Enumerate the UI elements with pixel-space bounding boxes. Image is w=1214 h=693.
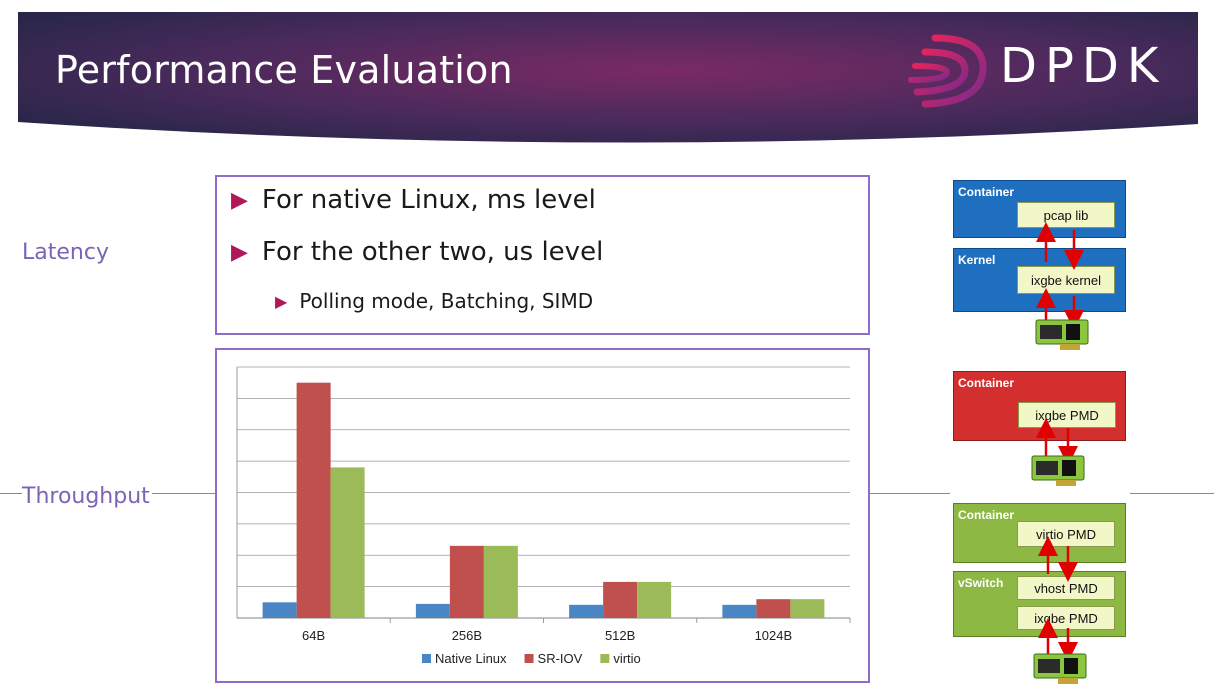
bullet-triangle-icon: ▶ <box>231 239 248 265</box>
legend-label: Native Linux <box>435 651 507 666</box>
ixgbe-pmd-box: ixgbe PMD <box>1018 402 1116 428</box>
nic-card-icon <box>1031 455 1085 486</box>
bar-native-linux <box>262 602 297 618</box>
bullet-native: ▶ For native Linux, ms level <box>231 185 596 215</box>
container-label: Container <box>958 508 1015 522</box>
bar-virtio <box>483 545 518 618</box>
x-tick-label: 1024B <box>755 628 793 643</box>
throughput-chart: 64B 256B 512B 1024B Native Linux SR-IOV virtio <box>215 348 870 683</box>
divider-right <box>1130 493 1214 494</box>
latency-notes-box: ▶ For native Linux, ms level ▶ For the o… <box>215 175 870 335</box>
bar-native-linux <box>569 604 604 618</box>
bar-native-linux <box>722 604 757 618</box>
page-title: Performance Evaluation <box>55 48 513 92</box>
latency-label: Latency <box>22 240 109 265</box>
bar-sr-iov <box>756 599 791 618</box>
virtio-pmd-box: virtio PMD <box>1017 521 1115 547</box>
divider-mid <box>870 493 950 494</box>
legend-swatch <box>600 654 610 663</box>
bar-virtio <box>637 581 672 618</box>
logo-text: DPDK <box>1000 38 1167 94</box>
x-tick-label: 64B <box>302 628 325 643</box>
ixgbe-pmd-box: ixgbe PMD <box>1017 606 1115 630</box>
bullet-triangle-icon: ▶ <box>275 291 288 311</box>
bullet-sub-text: Polling mode, Batching, SIMD <box>299 289 594 313</box>
throughput-label: Throughput <box>22 484 152 509</box>
container-label: Container <box>958 185 1015 199</box>
legend-swatch <box>422 654 431 663</box>
bullet-triangle-icon: ▶ <box>231 187 248 213</box>
bar-virtio <box>330 467 365 618</box>
chart-canvas: 64B 256B 512B 1024B Native Linux SR-IOV virtio <box>236 366 851 666</box>
nic-card-icon <box>1033 653 1087 684</box>
header-banner <box>18 12 1198 150</box>
bar-native-linux <box>415 603 450 618</box>
legend-swatch <box>524 654 534 663</box>
container-panel-native: Container pcap lib <box>953 180 1126 238</box>
x-tick-label: 256B <box>452 628 482 643</box>
bar-sr-iov <box>296 382 331 618</box>
pcap-lib-box: pcap lib <box>1017 202 1115 228</box>
legend-label: virtio <box>613 651 640 666</box>
legend-label: SR-IOV <box>538 651 583 666</box>
bar-sr-iov <box>603 581 638 618</box>
bullet-native-text: For native Linux, ms level <box>261 185 596 215</box>
bullet-other-text: For the other two, us level <box>261 237 604 267</box>
kernel-label: Kernel <box>958 253 996 267</box>
x-tick-label: 512B <box>605 628 635 643</box>
bar-sr-iov <box>449 545 484 618</box>
bullet-other: ▶ For the other two, us level <box>231 237 603 267</box>
container-panel-virtio: Container virtio PMD <box>953 503 1126 563</box>
container-label: Container <box>958 376 1015 390</box>
bar-virtio <box>790 599 825 618</box>
bullet-sub: ▶ Polling mode, Batching, SIMD <box>275 289 593 313</box>
vswitch-label: vSwitch <box>958 576 1004 590</box>
dpdk-logo-icon <box>908 34 987 108</box>
header-background <box>18 12 1198 143</box>
nic-card-icon <box>1035 319 1089 350</box>
